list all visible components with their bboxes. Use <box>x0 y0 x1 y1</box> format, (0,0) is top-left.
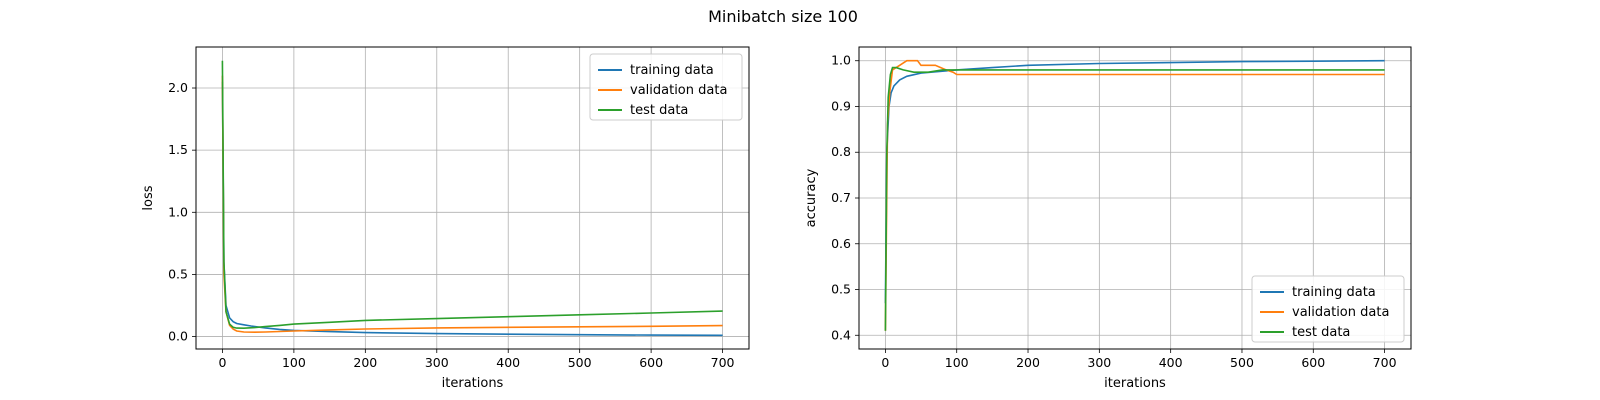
loss-plot: 0 100 200 300 400 500 600 700 0.0 0.5 1.0 1.5 2.0 ite… <box>141 46 750 391</box>
y-tick-label: 0.5 <box>831 282 851 297</box>
legend-box <box>589 53 743 121</box>
series-line-validation-data <box>884 59 1385 331</box>
y-tick-label: 0.5 <box>168 266 188 281</box>
y-tick-label: 1.5 <box>168 142 188 157</box>
series-line-training-data <box>221 81 723 337</box>
y-axis-label: accuracy <box>804 168 819 227</box>
x-tick-label: 0 <box>218 355 226 370</box>
y-tick-label: 0.9 <box>831 98 851 113</box>
legend: training data validation data test data <box>1251 275 1405 343</box>
y-tick-label: 1.0 <box>168 204 188 219</box>
x-tick-label: 700 <box>711 355 735 370</box>
y-tick-label: 0.8 <box>831 144 851 159</box>
x-tick-label: 100 <box>945 355 969 370</box>
y-tick-label: 2.0 <box>168 80 188 95</box>
legend-label: training data <box>630 63 714 78</box>
y-tick-label: 0.4 <box>831 327 851 342</box>
y-tick-label: 1.0 <box>831 53 851 68</box>
legend-label: test data <box>630 103 688 118</box>
x-tick-label: 100 <box>282 355 306 370</box>
series-line-test-data <box>884 66 1385 331</box>
x-tick-label: 700 <box>1373 355 1397 370</box>
x-tick-label: 400 <box>1159 355 1183 370</box>
x-tick-label: 300 <box>425 355 449 370</box>
series-line-test-data <box>221 60 723 330</box>
legend-label: validation data <box>630 83 727 98</box>
x-axis-label: iterations <box>1104 376 1166 391</box>
y-axis-label: loss <box>141 185 156 210</box>
x-tick-label: 200 <box>1016 355 1040 370</box>
x-tick-label: 0 <box>881 355 889 370</box>
x-tick-label: 500 <box>568 355 592 370</box>
x-tick-label: 300 <box>1087 355 1111 370</box>
legend-label: training data <box>1292 285 1376 300</box>
figure-suptitle: Minibatch size 100 <box>708 7 858 26</box>
x-tick-label: 600 <box>1301 355 1325 370</box>
legend-box <box>1251 275 1405 343</box>
x-tick-label: 400 <box>496 355 520 370</box>
x-axis-label: iterations <box>442 376 504 391</box>
y-tick-label: 0.6 <box>831 236 851 251</box>
axes-frame <box>195 46 750 350</box>
accuracy-plot: 0 100 200 300 400 500 600 700 0.4 0.5 0.6 0.7 0.8 0.9… <box>804 46 1412 391</box>
y-tick-label: 0.7 <box>831 190 851 205</box>
x-tick-label: 600 <box>639 355 663 370</box>
legend-label: validation data <box>1292 305 1389 320</box>
legend: training data validation data test data <box>589 53 743 121</box>
legend-label: test data <box>1292 325 1350 340</box>
series-line-training-data <box>884 59 1385 304</box>
x-tick-label: 200 <box>353 355 377 370</box>
x-tick-label: 500 <box>1230 355 1254 370</box>
y-tick-label: 0.0 <box>168 329 188 344</box>
